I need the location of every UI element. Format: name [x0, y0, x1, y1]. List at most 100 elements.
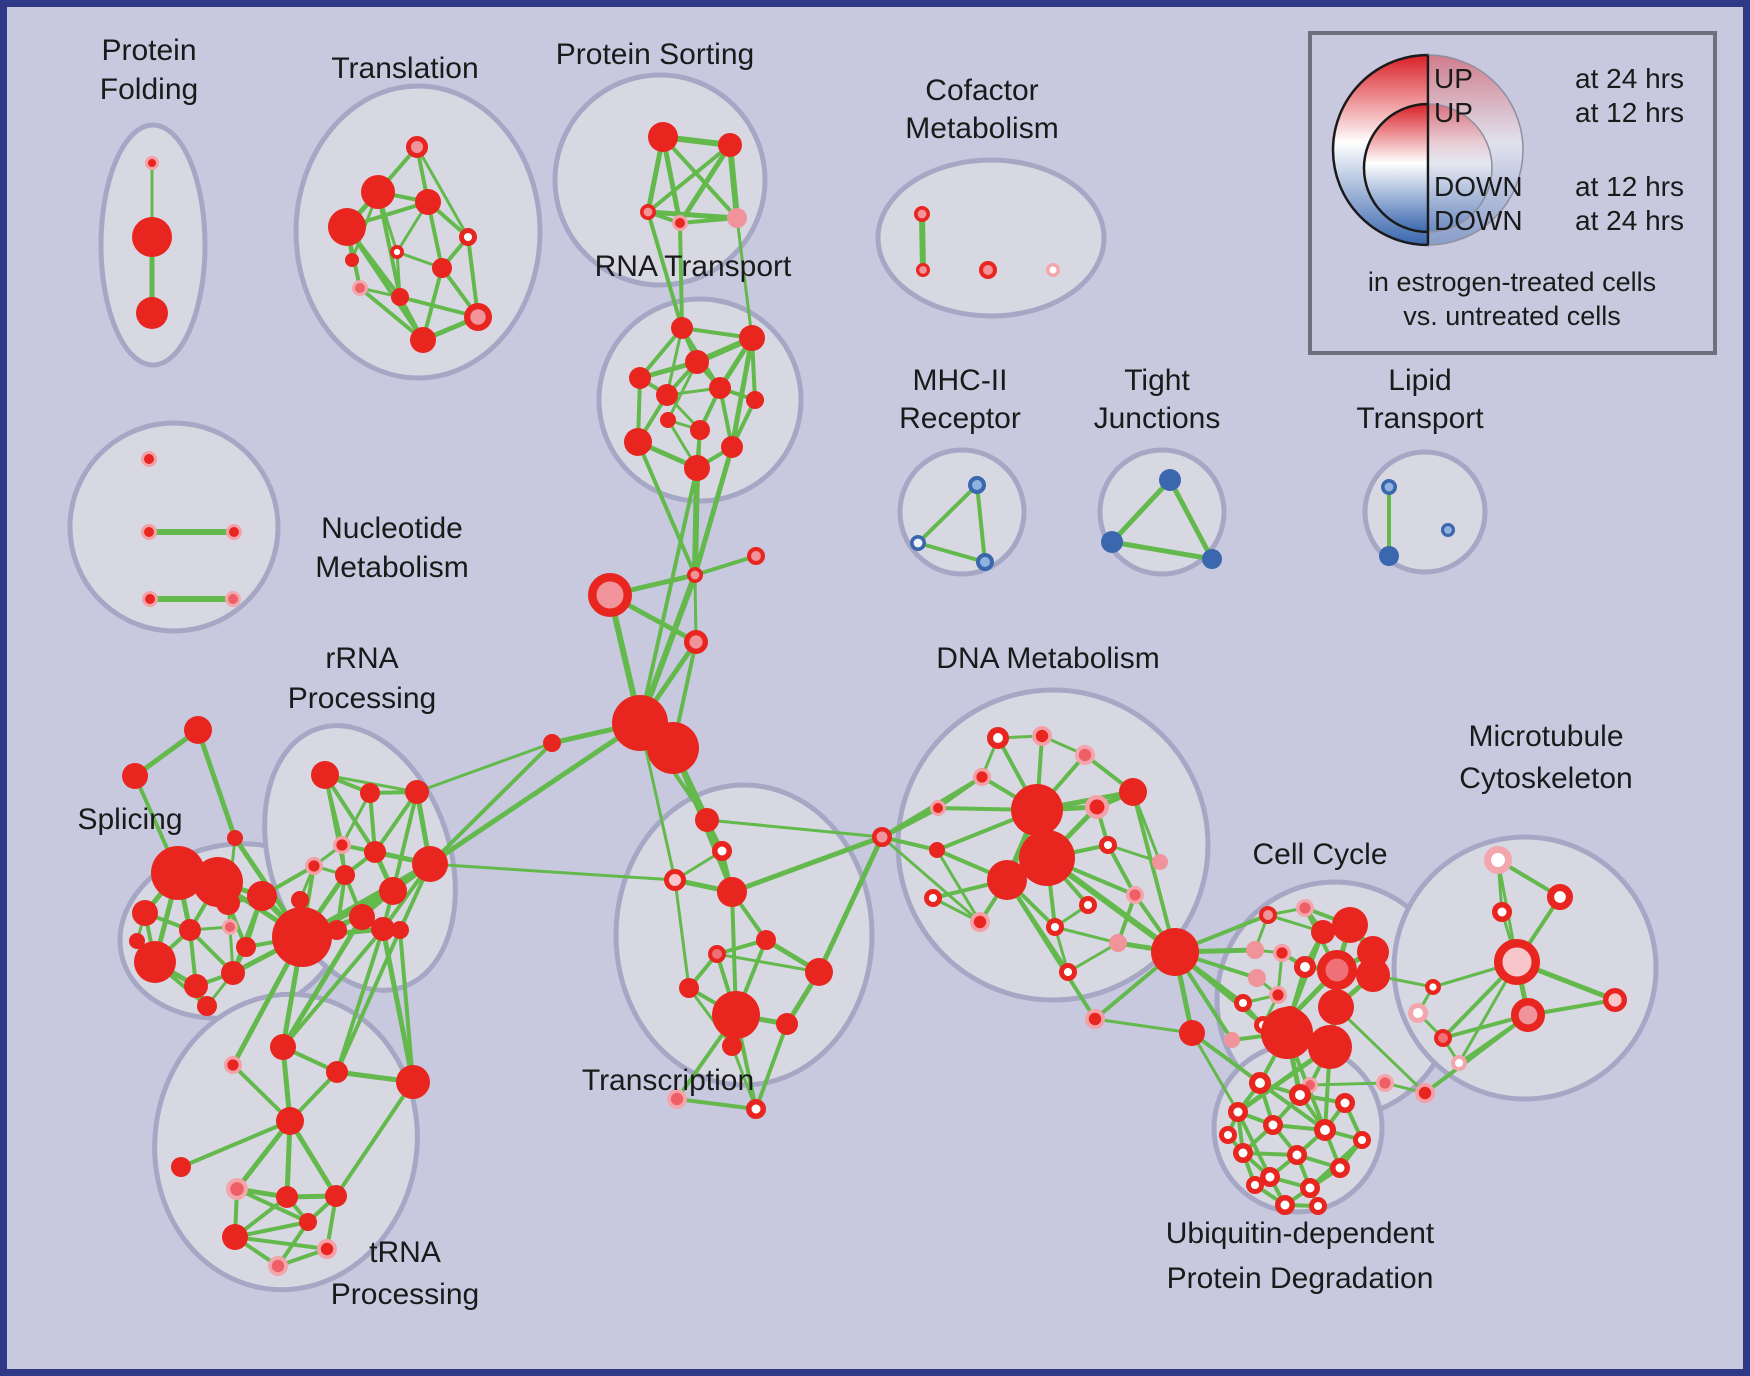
gene-node-rt6 — [709, 377, 731, 399]
edge-ps3-ps5 — [645, 209, 740, 221]
cluster-ellipse-trna-processing — [152, 991, 420, 1293]
edge-mh1-mh2 — [916, 483, 979, 545]
gene-node-m11 — [1415, 1083, 1436, 1104]
gene-node-r2 — [360, 783, 380, 803]
gene-node-t6 — [708, 945, 727, 964]
gene-node-d5 — [930, 800, 947, 817]
gene-node-d2 — [1032, 726, 1053, 747]
gene-node-m8 — [1408, 1003, 1428, 1023]
edge-d6-d17 — [935, 848, 982, 924]
gene-node-c2 — [1295, 899, 1314, 918]
cluster-label-line: Cytoskeleton — [1459, 762, 1632, 795]
gene-node-c7 — [1272, 944, 1291, 963]
cluster-ellipse-cofactor-metabolism — [875, 157, 1107, 319]
gene-node-d18 — [923, 888, 942, 907]
gene-node-d21 — [1058, 962, 1077, 981]
edge-cm1-cm2 — [919, 211, 926, 273]
gene-node-tr5 — [459, 228, 478, 247]
gene-node-u16 — [1245, 1175, 1264, 1194]
edge-rt10-hub1 — [638, 466, 699, 725]
edge-r1-r6 — [323, 773, 347, 877]
edge-rt2-rt11 — [729, 335, 755, 450]
gene-node-cc0 — [1151, 928, 1199, 976]
cluster-label-mhc-ii-receptor: MHC-II Receptor — [899, 364, 1021, 435]
edge-rt9-cn2 — [636, 440, 697, 577]
gene-node-hub2 — [647, 722, 699, 774]
edge-d22-cn5 — [1093, 1017, 1194, 1035]
edge-ps2-ps4 — [677, 142, 733, 226]
gene-node-nm5 — [225, 591, 242, 608]
gene-node-m10 — [1375, 1073, 1394, 1092]
edge-ps5-rt2 — [735, 216, 754, 340]
edge-tn4-tn9 — [334, 1080, 415, 1198]
cluster-label-line: Metabolism — [905, 112, 1058, 145]
edge-cn2-cn3 — [693, 554, 758, 577]
gene-node-tn13 — [299, 1213, 317, 1231]
gene-node-mh3 — [976, 553, 995, 572]
cluster-label-protein-sorting: Protein Sorting — [556, 38, 754, 71]
gene-node-t5 — [756, 930, 776, 950]
gene-node-tr2 — [361, 175, 395, 209]
legend-footer-line-1: vs. untreated cells — [1403, 301, 1621, 331]
gene-node-s10 — [247, 881, 277, 911]
gene-node-u5 — [1314, 1119, 1337, 1142]
gene-node-c6 — [1246, 941, 1264, 959]
gene-node-m2 — [1546, 884, 1573, 911]
gene-node-tr8 — [351, 279, 368, 296]
gene-node-tr10 — [463, 302, 492, 331]
gene-node-c8 — [1294, 956, 1317, 979]
gene-node-m7 — [1424, 979, 1441, 996]
edge-r9-t3 — [428, 862, 677, 882]
gene-node-cm3 — [979, 260, 998, 279]
gene-node-r10 — [349, 904, 375, 930]
gene-node-rt11 — [721, 436, 743, 458]
cluster-label-rrna-processing: rRNA Processing — [288, 642, 436, 715]
gene-node-cn1 — [588, 573, 632, 617]
cluster-label-microtubule-cytoskeleton: Microtubule Cytoskeleton — [1459, 720, 1632, 795]
gene-node-dmc1 — [872, 827, 892, 847]
gene-node-m3 — [1492, 902, 1512, 922]
cluster-label-line: rRNA — [325, 642, 398, 675]
gene-node-d8 — [1019, 830, 1075, 886]
legend-time-2: at 12 hrs — [1575, 171, 1684, 202]
cluster-ellipse-nucleotide-metabolism — [67, 420, 281, 634]
edge-tn5-tn6 — [179, 1119, 292, 1169]
edge-u1-u5 — [1258, 1081, 1327, 1132]
gene-node-r1 — [311, 761, 339, 789]
gene-node-tn2 — [326, 1061, 348, 1083]
cluster-label-line: Processing — [331, 1278, 479, 1311]
gene-node-rt5 — [656, 384, 678, 406]
gene-node-t10 — [776, 1013, 798, 1035]
cluster-label-line: Splicing — [77, 803, 182, 836]
gene-node-s9 — [221, 961, 245, 985]
cluster-label-line: Cofactor — [925, 74, 1038, 107]
gene-node-u10 — [1300, 1178, 1320, 1198]
gene-node-d11 — [1085, 795, 1110, 820]
cluster-label-lipid-transport: Lipid Transport — [1356, 364, 1484, 435]
edge-t11-t13 — [730, 1044, 758, 1111]
edge-tj2-tj3 — [1109, 539, 1215, 562]
gene-node-cn5 — [1179, 1020, 1205, 1046]
gene-node-r13 — [327, 920, 347, 940]
gene-node-tn6 — [171, 1157, 191, 1177]
cluster-label-line: Tight — [1124, 364, 1190, 397]
cluster-label-line: tRNA — [369, 1236, 441, 1269]
gene-node-tn1 — [270, 1034, 296, 1060]
gene-node-ps2 — [718, 133, 742, 157]
gene-node-tn11 — [316, 1239, 337, 1260]
cluster-label-cell-cycle: Cell Cycle — [1252, 838, 1387, 871]
edge-d21-d19 — [1066, 941, 1120, 974]
gene-node-tn4 — [396, 1065, 430, 1099]
gene-node-u8 — [1330, 1158, 1350, 1178]
gene-node-s7 — [134, 941, 176, 983]
edge-t12-t13 — [675, 1097, 758, 1111]
gene-node-m12 — [1451, 1055, 1467, 1071]
cluster-label-ubiquitin-degradation: Ubiquitin-dependent Protein Degradation — [1166, 1217, 1435, 1295]
edge-t8-dmc1 — [816, 834, 885, 975]
edge-d16-d19 — [1053, 925, 1120, 945]
gene-node-ps3 — [639, 204, 656, 221]
gene-node-mh2 — [909, 534, 926, 551]
